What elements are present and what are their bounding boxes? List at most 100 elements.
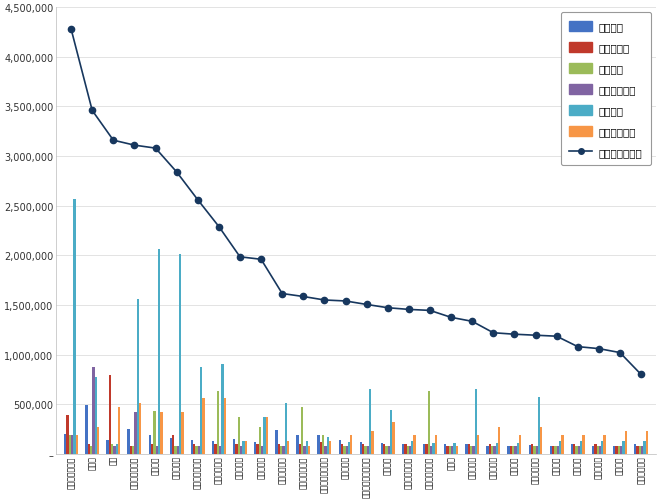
Bar [257, 444, 259, 454]
Bar [127, 429, 130, 454]
브랜드평판지수 [489, 330, 497, 336]
Line: 브랜드평판지수: 브랜드평판지수 [68, 27, 644, 378]
브랜드평판지수 [152, 146, 160, 152]
Bar [106, 440, 109, 454]
브랜드평판지수 [88, 108, 96, 114]
Bar [578, 446, 580, 454]
Bar [470, 446, 472, 454]
Bar [224, 398, 226, 454]
브랜드평판지수 [257, 257, 265, 263]
Bar [472, 446, 475, 454]
Bar [533, 446, 535, 454]
Bar [195, 446, 198, 454]
브랜드평판지수 [173, 169, 181, 175]
Bar [615, 446, 618, 454]
Legend: 참여지수, 미디어지수, 소통지수, 커뮤니티지수, 시장지수, 사회공헌지수, 브랜드평판지수: 참여지수, 미디어지수, 소통지수, 커뮤니티지수, 시장지수, 사회공헌지수,… [561, 14, 651, 166]
Bar [603, 435, 606, 454]
Bar [350, 435, 352, 454]
Bar [64, 434, 67, 454]
브랜드평판지수 [383, 305, 391, 311]
Bar [639, 446, 641, 454]
Bar [644, 441, 645, 454]
Bar [430, 446, 432, 454]
Bar [540, 427, 543, 454]
Bar [240, 446, 242, 454]
Bar [67, 415, 69, 454]
Bar [280, 446, 282, 454]
Bar [296, 435, 299, 454]
Bar [622, 441, 624, 454]
Bar [432, 443, 434, 454]
Bar [139, 403, 141, 454]
브랜드평판지수 [616, 350, 624, 356]
Bar [556, 446, 559, 454]
Bar [287, 441, 289, 454]
Bar [148, 435, 151, 454]
Bar [282, 446, 284, 454]
Bar [261, 446, 263, 454]
Bar [346, 446, 348, 454]
Bar [214, 444, 216, 454]
Bar [414, 435, 416, 454]
Bar [444, 444, 446, 454]
브랜드평판지수 [552, 334, 560, 340]
Bar [636, 446, 639, 454]
Bar [449, 446, 451, 454]
Bar [177, 446, 179, 454]
Bar [594, 444, 597, 454]
브랜드평판지수 [426, 308, 434, 314]
Bar [191, 440, 193, 454]
Bar [236, 444, 238, 454]
Bar [383, 444, 385, 454]
Bar [529, 445, 531, 454]
Bar [219, 446, 221, 454]
Bar [92, 368, 94, 454]
Bar [111, 444, 114, 454]
Bar [428, 391, 430, 454]
Bar [278, 444, 280, 454]
Bar [488, 444, 491, 454]
Bar [172, 435, 174, 454]
Bar [465, 444, 467, 454]
Bar [233, 439, 236, 454]
Bar [498, 427, 500, 454]
브랜드평판지수 [131, 143, 139, 149]
Bar [508, 446, 510, 454]
Bar [496, 443, 498, 454]
Bar [404, 444, 407, 454]
Bar [634, 444, 636, 454]
Bar [284, 403, 287, 454]
브랜드평판지수 [110, 138, 117, 144]
Bar [538, 397, 540, 454]
Bar [402, 444, 404, 454]
Bar [597, 446, 599, 454]
Bar [317, 435, 319, 454]
Bar [618, 446, 620, 454]
Bar [254, 442, 257, 454]
Bar [182, 412, 183, 454]
브랜드평판지수 [67, 27, 75, 33]
Bar [343, 446, 346, 454]
Bar [304, 446, 306, 454]
Bar [238, 417, 240, 454]
브랜드평판지수 [468, 319, 476, 325]
Bar [517, 443, 519, 454]
Bar [263, 417, 266, 454]
Bar [613, 446, 615, 454]
Bar [550, 446, 552, 454]
Bar [115, 444, 118, 454]
Bar [94, 378, 97, 454]
브랜드평판지수 [215, 224, 223, 230]
Bar [512, 446, 514, 454]
Bar [535, 446, 538, 454]
Bar [73, 199, 76, 454]
Bar [620, 446, 622, 454]
Bar [85, 405, 88, 454]
Bar [153, 411, 156, 454]
브랜드평판지수 [531, 333, 539, 339]
Bar [90, 446, 92, 454]
Bar [514, 446, 517, 454]
Bar [360, 442, 362, 454]
브랜드평판지수 [300, 294, 308, 300]
Bar [71, 435, 73, 454]
